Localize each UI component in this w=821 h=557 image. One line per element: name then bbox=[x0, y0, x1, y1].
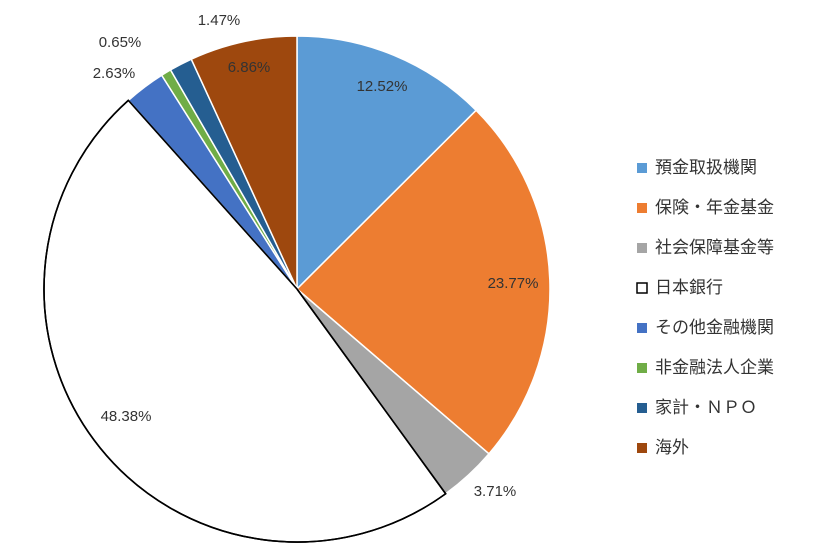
pie-slice bbox=[190, 35, 298, 290]
legend-label: 預金取扱機関 bbox=[655, 158, 757, 178]
legend-item: 日本銀行 bbox=[636, 278, 723, 298]
legend-item: 保険・年金基金 bbox=[637, 198, 774, 218]
data-label: 12.52% bbox=[357, 78, 408, 95]
pie-slice bbox=[296, 35, 477, 290]
legend-item: 非金融法人企業 bbox=[637, 358, 774, 378]
legend: 預金取扱機関保険・年金基金社会保障基金等日本銀行その他金融機関非金融法人企業家計… bbox=[636, 158, 774, 458]
legend-label: 保険・年金基金 bbox=[655, 198, 774, 218]
data-label: 48.38% bbox=[101, 408, 152, 425]
pie-slices bbox=[43, 35, 551, 543]
legend-swatch bbox=[637, 323, 647, 333]
pie-slice-outline bbox=[43, 99, 447, 543]
legend-label: その他金融機関 bbox=[655, 318, 774, 338]
legend-label: 社会保障基金等 bbox=[655, 238, 774, 258]
data-labels: 12.52% 23.77% 3.71% 48.38% 2.63% 0.65% 1.47% 6.… bbox=[93, 12, 539, 500]
legend-label: 日本銀行 bbox=[655, 278, 723, 298]
data-label: 3.71% bbox=[474, 483, 517, 500]
pie-slice bbox=[296, 109, 551, 455]
legend-swatch bbox=[637, 243, 647, 253]
legend-item: 預金取扱機関 bbox=[637, 158, 757, 178]
legend-swatch bbox=[637, 363, 647, 373]
legend-swatch bbox=[637, 163, 647, 173]
data-label: 2.63% bbox=[93, 65, 136, 82]
legend-swatch bbox=[636, 282, 648, 294]
legend-swatch bbox=[637, 403, 647, 413]
data-label: 1.47% bbox=[198, 12, 241, 29]
legend-item: 社会保障基金等 bbox=[637, 238, 774, 258]
legend-label: 非金融法人企業 bbox=[655, 358, 774, 378]
legend-item: 家計・ＮＰＯ bbox=[637, 398, 757, 418]
legend-swatch bbox=[637, 443, 647, 453]
data-label: 0.65% bbox=[99, 34, 142, 51]
legend-item: その他金融機関 bbox=[637, 318, 774, 338]
legend-swatch bbox=[637, 203, 647, 213]
legend-item: 海外 bbox=[637, 438, 689, 458]
data-label: 6.86% bbox=[228, 59, 271, 76]
legend-label: 海外 bbox=[655, 438, 689, 458]
data-label: 23.77% bbox=[488, 275, 539, 292]
legend-label: 家計・ＮＰＯ bbox=[655, 398, 757, 418]
